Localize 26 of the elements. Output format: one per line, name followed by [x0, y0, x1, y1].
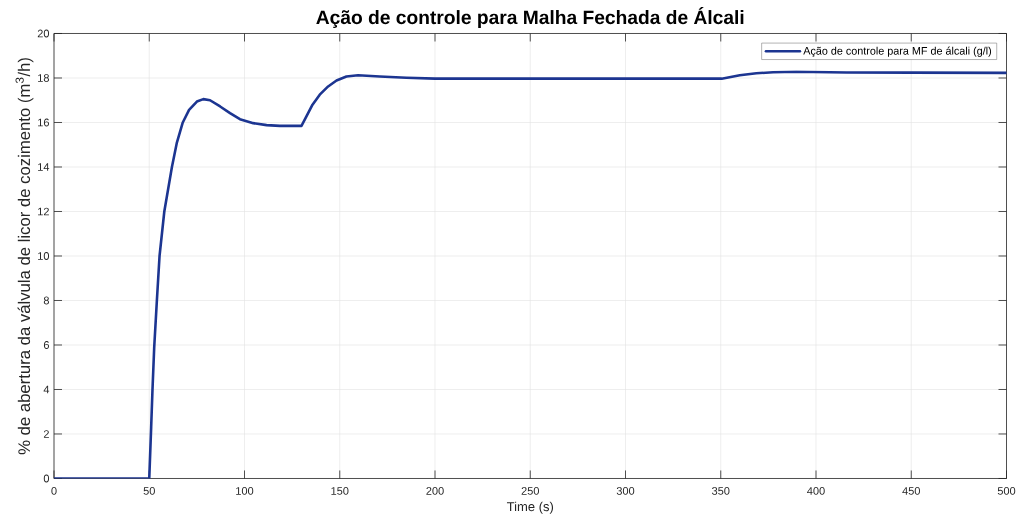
- x-tick-label: 450: [902, 487, 920, 495]
- y-tick-label: 8: [43, 296, 49, 305]
- x-axis-title: Time (s): [506, 501, 554, 514]
- x-tick-label: 50: [143, 487, 155, 495]
- x-tick-label: 0: [51, 487, 57, 495]
- y-tick-label: 6: [43, 341, 49, 349]
- chart-title: Ação de controle para Malha Fechada de Álcali: [316, 6, 744, 28]
- x-tick-label: 100: [236, 487, 254, 495]
- y-tick-label: 10: [38, 252, 50, 260]
- x-tick-label: 250: [521, 487, 539, 495]
- y-tick-label: 4: [43, 385, 50, 394]
- y-tick-label: 14: [38, 163, 50, 171]
- x-tick-label: 150: [331, 487, 349, 495]
- y-axis-title: % de abertura da válvula de licor de cozimento (m$^{3}$/h): [15, 58, 34, 455]
- y-tick-label: 20: [37, 29, 50, 38]
- legend-label: Ação de controle para MF de álcali (g/l): [803, 46, 992, 57]
- x-tick-label: 400: [807, 487, 825, 495]
- y-tick-label: 0: [43, 474, 50, 483]
- y-tick-label: 16: [38, 118, 49, 127]
- x-tick-label: 200: [426, 487, 444, 495]
- y-tick-label: 18: [38, 74, 49, 82]
- x-tick-label: 300: [616, 487, 635, 495]
- x-tick-label: 350: [712, 487, 730, 495]
- y-tick-label: 12: [38, 207, 49, 216]
- x-tick-label: 500: [997, 487, 1016, 495]
- y-tick-label: 2: [43, 430, 49, 438]
